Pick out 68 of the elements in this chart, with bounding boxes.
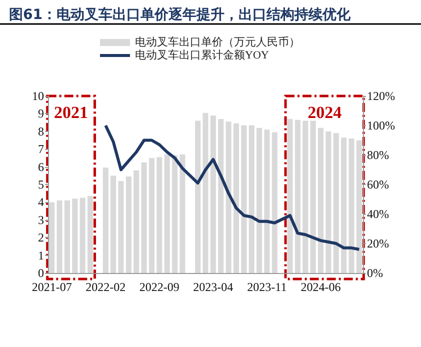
bar <box>164 154 170 273</box>
bar <box>294 120 300 273</box>
bar <box>102 168 108 273</box>
annotation: 2021 <box>54 103 88 122</box>
bar <box>241 125 247 273</box>
bar <box>49 202 55 273</box>
y-tick-label: 8 <box>38 124 44 138</box>
x-tick-label: 2023-11 <box>247 280 287 294</box>
y2-tick-label: 20% <box>367 236 389 250</box>
bar <box>202 112 208 273</box>
y-tick-label: 10 <box>32 89 44 103</box>
x-tick-label: 2022-02 <box>86 280 126 294</box>
bar <box>264 130 270 273</box>
bar <box>348 138 354 273</box>
legend-label: 电动叉车出口累计金额YOY <box>135 48 269 62</box>
x-tick-label: 2024-06 <box>300 280 341 294</box>
y-tick-label: 9 <box>38 106 44 121</box>
y2-tick-label: 60% <box>367 178 389 192</box>
y2-tick-label: 80% <box>367 148 389 162</box>
bar <box>110 176 116 273</box>
y2-tick-label: 120% <box>367 89 395 103</box>
bar <box>333 133 339 273</box>
legend-label: 电动叉车出口单价（万元人民币） <box>135 36 300 48</box>
bar <box>326 131 332 273</box>
bar <box>126 176 132 273</box>
y-tick-label: 5 <box>38 178 44 192</box>
bar <box>156 157 162 273</box>
line-series <box>104 124 361 251</box>
bar <box>272 132 278 273</box>
annotation: 2024 <box>308 103 342 122</box>
bar <box>180 154 186 273</box>
bar <box>64 200 70 273</box>
y-tick-label: 7 <box>38 142 44 156</box>
bar <box>172 155 178 273</box>
bar <box>233 123 239 273</box>
y-tick-label: 3 <box>38 212 44 227</box>
x-tick-label: 2021-07 <box>32 280 72 294</box>
y-tick-label: 4 <box>38 195 44 210</box>
bar <box>72 198 78 273</box>
bar <box>148 158 154 273</box>
x-tick-label: 2022-09 <box>139 280 180 294</box>
bar <box>87 196 94 273</box>
y-tick-label: 2 <box>38 230 44 245</box>
bar <box>226 122 232 273</box>
bar <box>356 140 362 273</box>
bar <box>195 120 201 273</box>
bar <box>218 119 224 273</box>
bar <box>210 115 216 273</box>
bar <box>141 162 147 273</box>
bar <box>310 120 316 273</box>
bar <box>318 128 324 273</box>
bar <box>80 198 86 273</box>
bar <box>118 180 124 273</box>
y-tick-label: 0 <box>38 266 44 280</box>
y2-tick-label: 0% <box>367 266 383 280</box>
y-tick-label: 6 <box>38 160 44 174</box>
chart-title: 图61：电动叉车出口单价逐年提升，出口结构持续优化 <box>9 6 352 23</box>
bar <box>341 138 347 273</box>
y2-tick-label: 40% <box>367 207 389 221</box>
bar <box>302 120 308 273</box>
y2-tick-label: 100% <box>367 118 395 132</box>
bar <box>256 128 262 273</box>
y-tick-label: 1 <box>38 248 44 262</box>
bar <box>56 200 62 273</box>
bar <box>248 125 254 273</box>
bar <box>287 119 293 273</box>
x-tick-label: 2023-04 <box>193 280 234 294</box>
bar <box>134 170 140 273</box>
